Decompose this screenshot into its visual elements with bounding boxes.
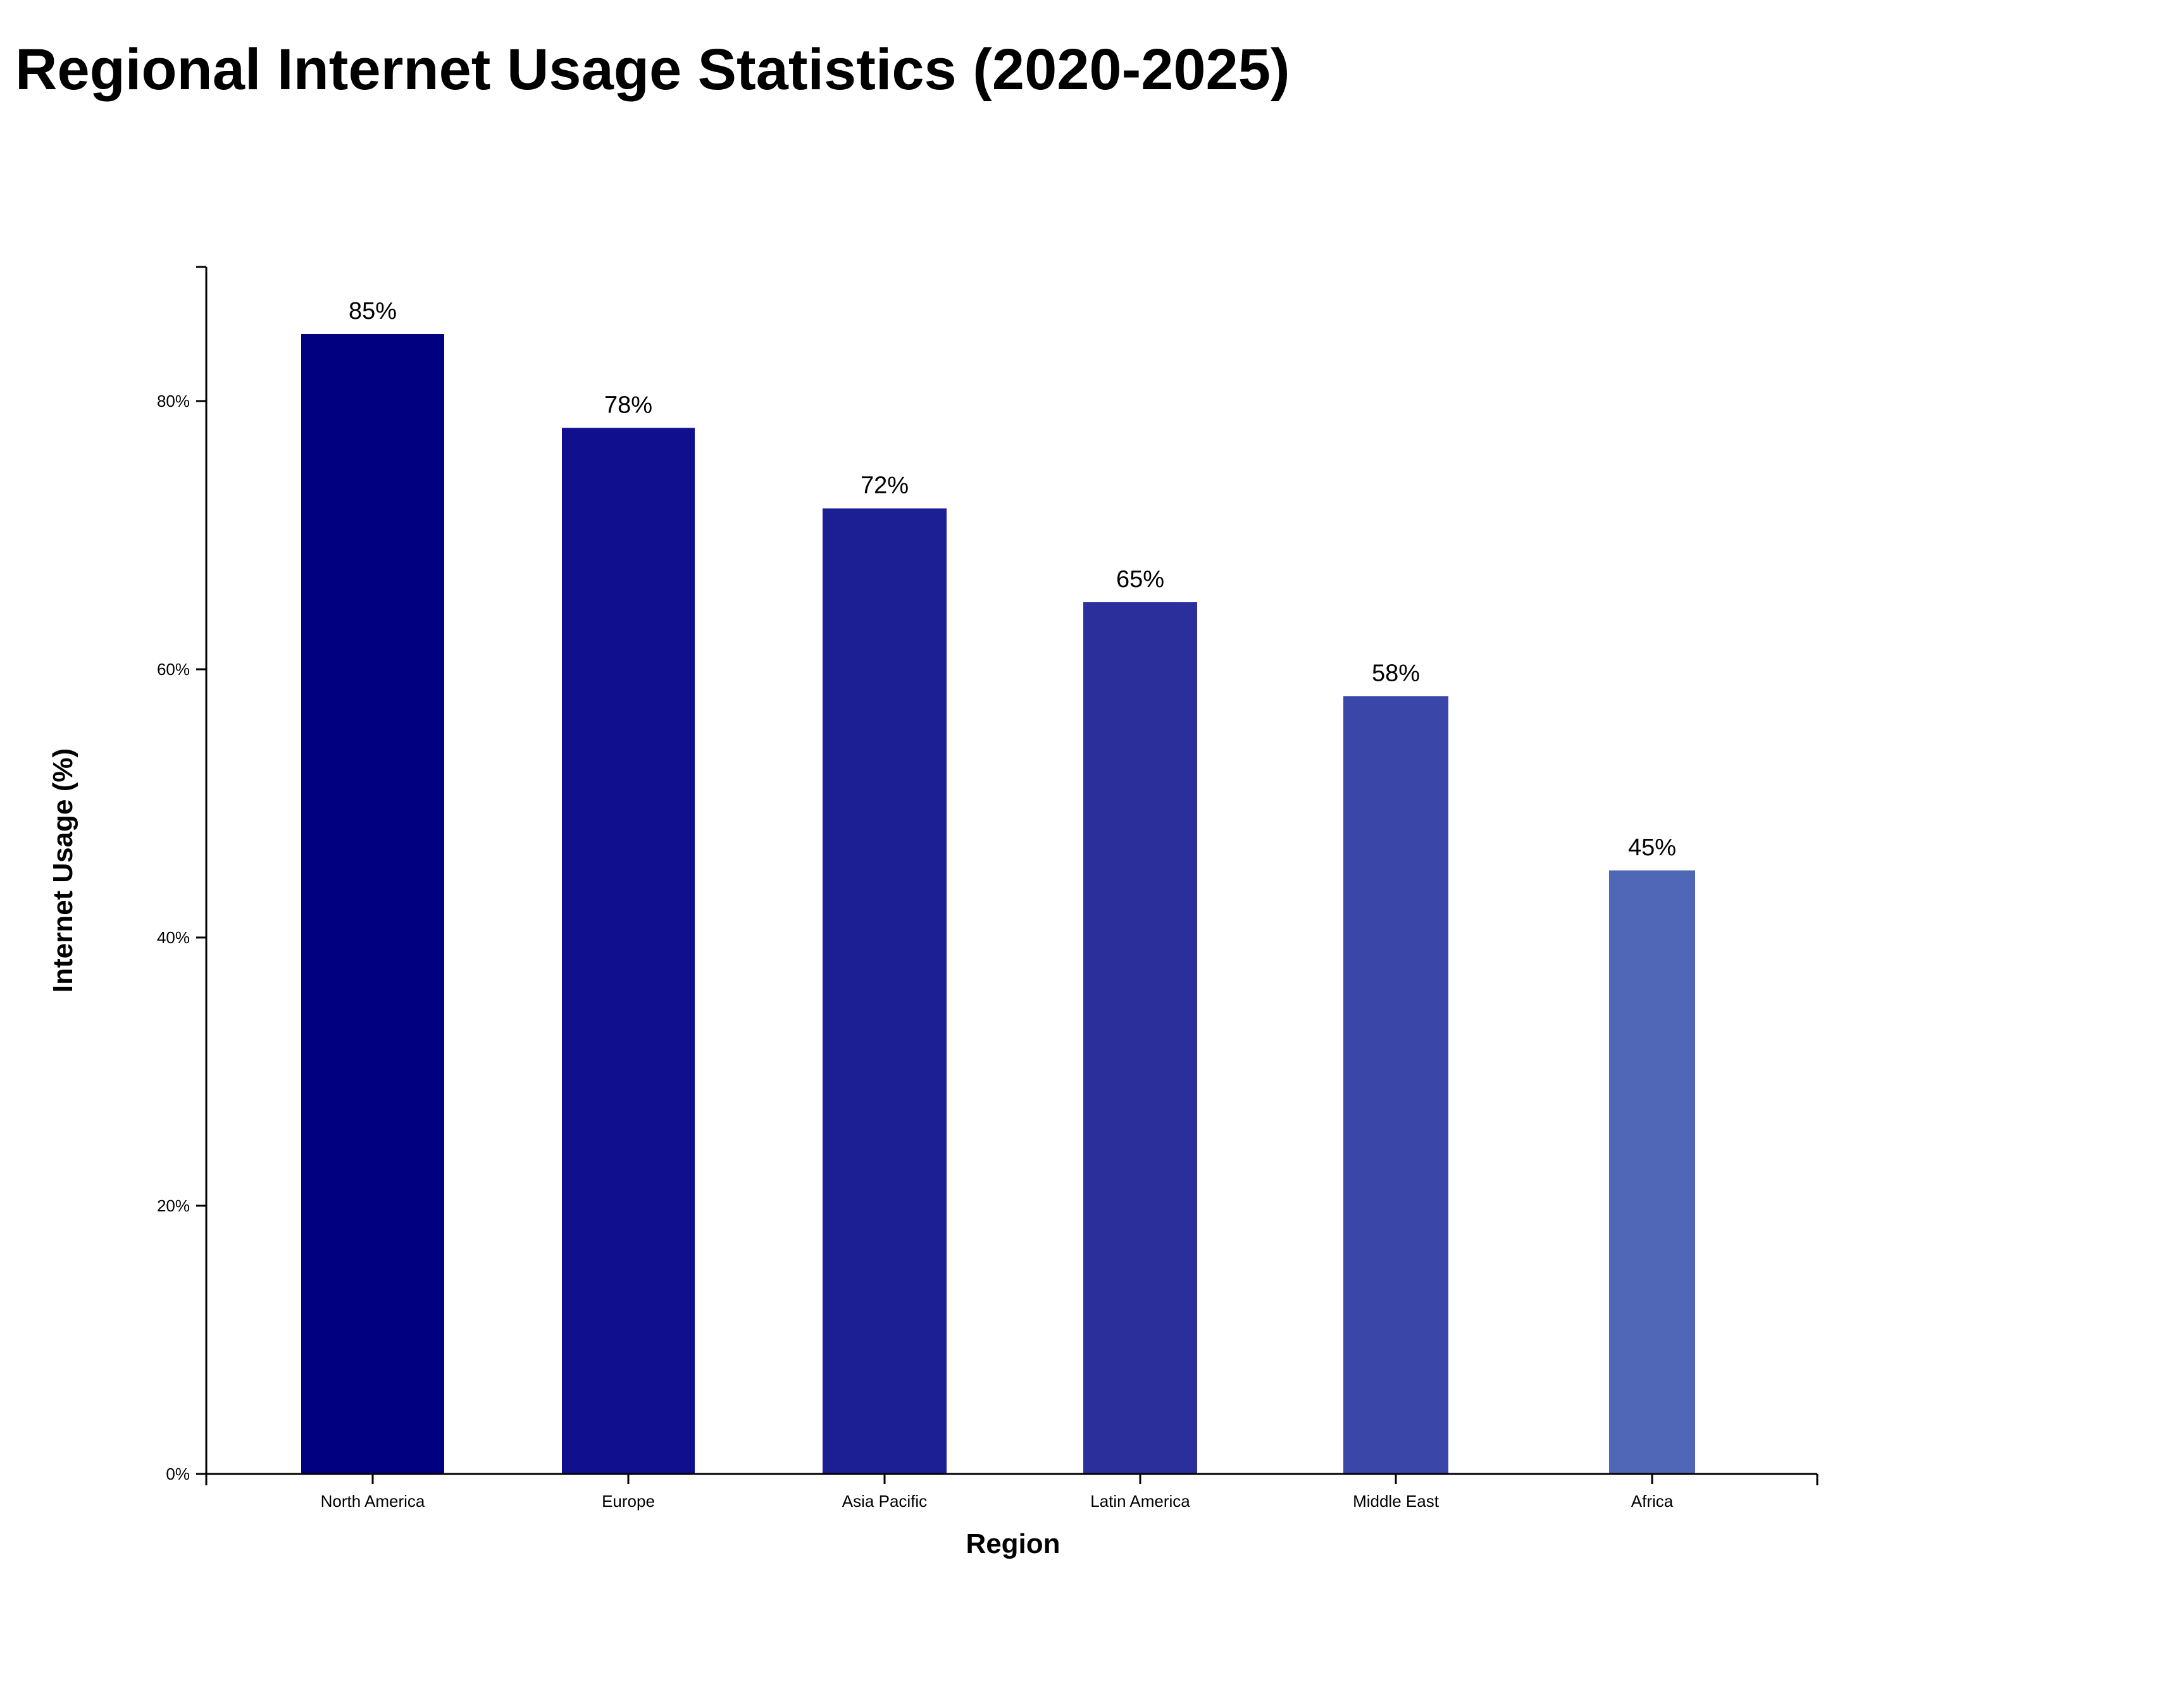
x-tick-label: Latin America [1090,1492,1190,1511]
y-axis-title: Internet Usage (%) [47,748,78,993]
data-label: 78% [604,392,652,418]
bar [823,508,947,1474]
data-label: 58% [1372,660,1420,686]
y-tick-label: 80% [157,392,190,411]
chart-title: Regional Internet Usage Statistics (2020… [15,37,1290,102]
x-tick-label: Asia Pacific [842,1492,927,1511]
bar [301,334,444,1474]
y-tick-label: 60% [157,660,190,679]
data-label: 45% [1628,834,1676,861]
bar [562,428,695,1474]
bar [1083,602,1197,1474]
x-tick-label: Europe [602,1492,655,1511]
y-tick-label: 20% [157,1196,190,1215]
data-label: 72% [861,473,909,499]
y-tick-label: 0% [166,1464,190,1483]
x-tick-label: Africa [1631,1492,1674,1511]
bar [1609,870,1695,1474]
bar [1343,696,1448,1474]
y-tick-label: 40% [157,928,190,947]
x-axis-title: Region [966,1528,1060,1559]
data-label: 85% [349,298,397,325]
x-tick-label: North America [321,1492,425,1511]
x-tick-label: Middle East [1353,1492,1440,1511]
data-label: 65% [1116,566,1164,593]
plot-area: 85% 78% 72% 65% 58% 45% 0% 20% 40% 60% 80% North Am… [157,266,1819,1511]
